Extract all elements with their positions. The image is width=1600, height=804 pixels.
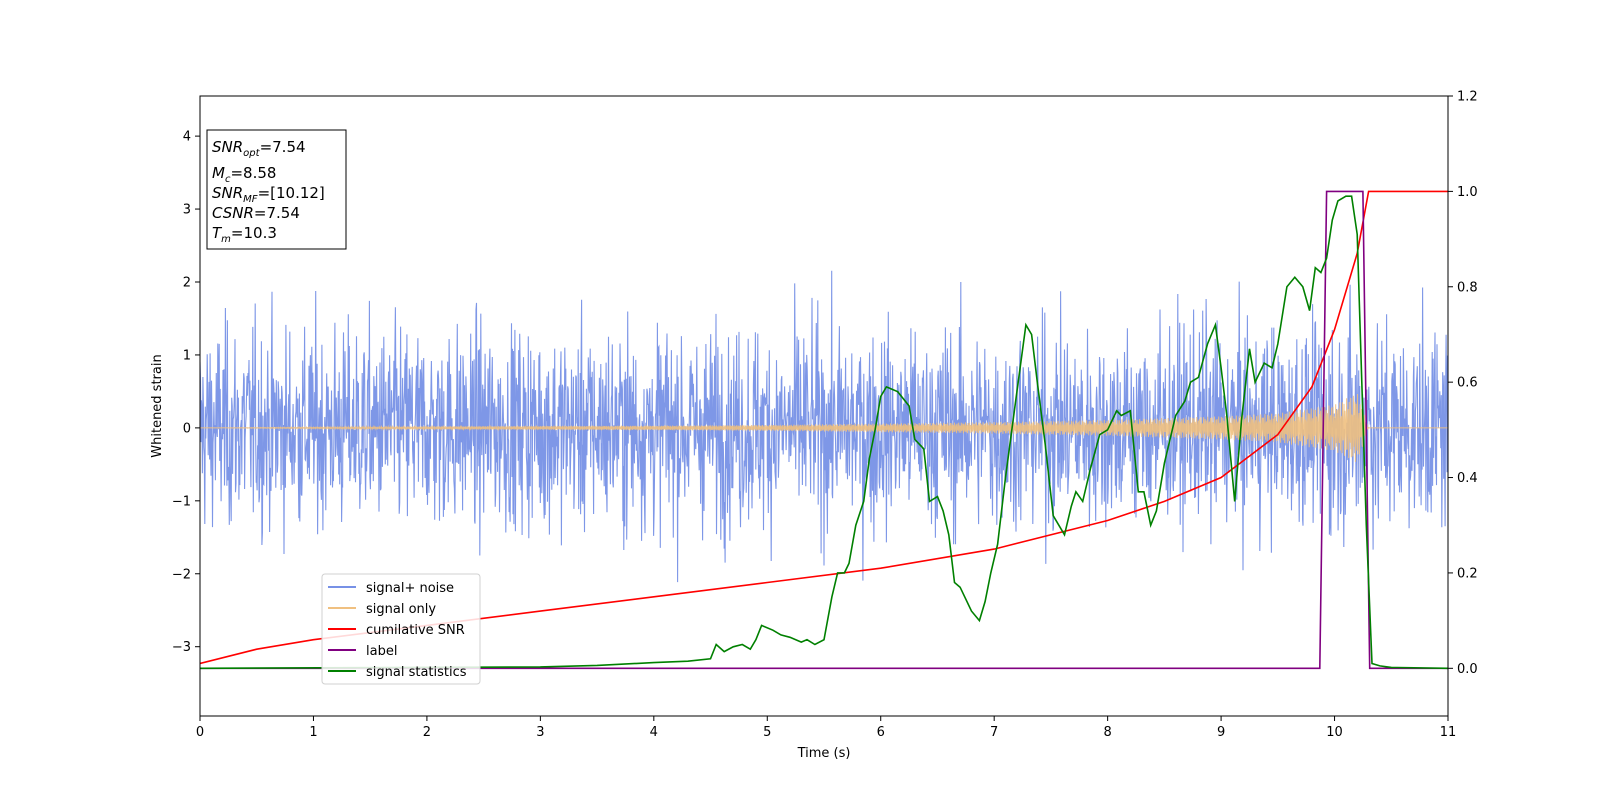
y-right-tick-label: 0.2: [1457, 566, 1478, 581]
info-csnr: CSNR=7.54: [212, 204, 300, 222]
y-right-tick-label: 1.0: [1457, 185, 1478, 200]
series-label: [200, 190, 1448, 670]
legend-frame: [321, 573, 481, 685]
x-tick-label: 2: [423, 725, 431, 740]
y-left-tick-label: 2: [183, 276, 191, 291]
y-left-tick-label: 3: [183, 203, 191, 218]
y-right-tick-label: 0.0: [1457, 662, 1478, 677]
info-snr-opt: SNRopt=7.54: [212, 138, 306, 159]
info-box-frame: [206, 129, 347, 250]
x-tick-label: 5: [763, 725, 771, 740]
info-tm: Tm=10.3: [212, 224, 277, 245]
x-tick-label: 4: [650, 725, 658, 740]
x-tick-label: 11: [1440, 725, 1457, 740]
y-left-tick-label: 1: [183, 348, 191, 363]
y-right-tick-label: 0.8: [1457, 280, 1478, 295]
plot-frame: [199, 95, 1449, 717]
info-box: SNRopt=7.54 Mc=8.58 SNRMF=[10.12] CSNR=7…: [206, 129, 347, 250]
series-signal-statistics: [200, 195, 1448, 670]
legend-label-csnr: cumilative SNR: [366, 623, 465, 638]
x-tick-label: 0: [196, 725, 204, 740]
y-left-tick-label: 4: [183, 130, 191, 145]
x-tick-label: 8: [1103, 725, 1111, 740]
legend-label-signal: signal only: [366, 602, 436, 617]
y-right-tick-label: 1.2: [1457, 90, 1478, 105]
x-tick-label: 10: [1326, 725, 1343, 740]
info-snr-mf: SNRMF=[10.12]: [212, 184, 325, 205]
axes: 0 1 2 3 4 5 6 7 8 9 10 11 −3 −2 −1 0 1 2 3 4 0.0 0.2 0.4 0.6 0.8…: [172, 90, 1478, 741]
x-tick-label: 1: [309, 725, 317, 740]
y-left-tick-label: 0: [183, 421, 191, 436]
legend: signal+ noise signal only cumilative SNR…: [321, 573, 481, 685]
info-mc: Mc=8.58: [212, 164, 276, 185]
x-tick-label: 6: [877, 725, 885, 740]
y-right-tick-label: 0.6: [1457, 376, 1478, 391]
y-left-tick-label: −2: [172, 567, 191, 582]
y-left-tick-label: −1: [172, 494, 191, 509]
x-tick-label: 3: [536, 725, 544, 740]
x-tick-label: 9: [1217, 725, 1225, 740]
y-left-tick-label: −3: [172, 640, 191, 655]
legend-label-label: label: [366, 644, 397, 659]
y-right-tick-label: 0.4: [1457, 471, 1478, 486]
legend-label-stats: signal statistics: [366, 665, 467, 680]
x-axis-label: Time (s): [797, 746, 851, 761]
series-signal-noise: [200, 270, 1448, 583]
x-tick-label: 7: [990, 725, 998, 740]
y-axis-label: Whitened strain: [150, 354, 165, 457]
legend-label-noise: signal+ noise: [366, 581, 454, 596]
